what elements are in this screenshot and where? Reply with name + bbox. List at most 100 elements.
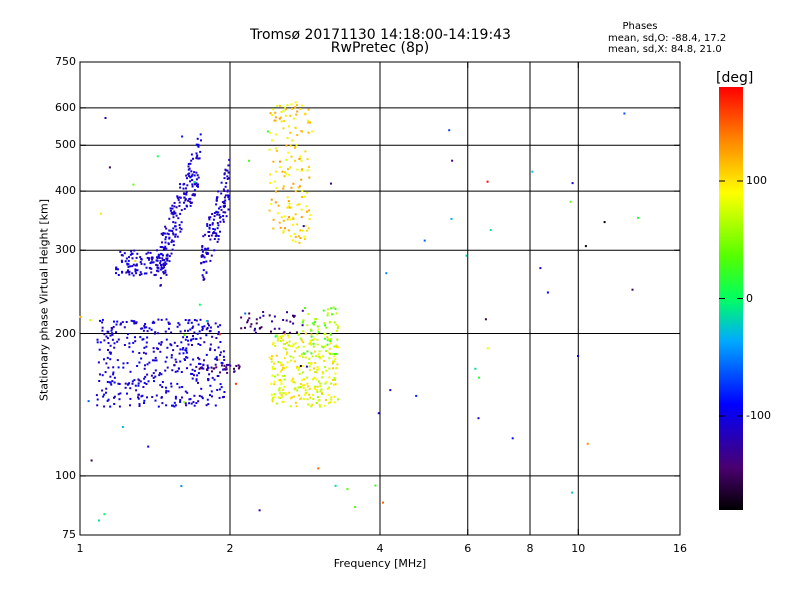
echo-point (129, 253, 132, 256)
echo-point (129, 397, 132, 400)
echo-point (334, 353, 336, 355)
echo-point (113, 346, 116, 349)
echo-point (113, 403, 116, 405)
echo-point (317, 353, 320, 356)
echo-point (178, 205, 181, 207)
echo-point (193, 369, 196, 372)
echo-point (181, 386, 184, 388)
echo-point (134, 264, 137, 267)
echo-point (217, 331, 220, 334)
echo-point (206, 225, 209, 227)
echo-point (299, 108, 302, 110)
echo-point (486, 180, 489, 183)
echo-point (182, 336, 185, 339)
echo-point (244, 326, 246, 329)
echo-point (281, 335, 284, 338)
echo-point (586, 442, 589, 445)
echo-point (289, 397, 292, 400)
echo-point (180, 209, 183, 212)
echo-point (294, 159, 296, 162)
echo-point (204, 233, 207, 236)
echo-point (300, 208, 303, 211)
echo-point (216, 213, 219, 216)
echo-point (190, 321, 193, 324)
echo-point (311, 403, 314, 406)
echo-point (143, 399, 146, 402)
echo-point (217, 211, 220, 214)
echo-point (304, 150, 307, 153)
echo-point (113, 395, 116, 398)
echo-point (293, 117, 295, 120)
echo-point (183, 401, 186, 404)
echo-point (174, 221, 177, 224)
echo-point (106, 381, 109, 383)
echo-point (299, 157, 302, 160)
echo-point (166, 366, 169, 369)
y-tick-label: 600 (55, 100, 76, 114)
echo-point (226, 169, 229, 172)
echo-point (215, 232, 218, 235)
echo-point (155, 263, 158, 266)
echo-point (142, 351, 145, 354)
echo-point (210, 390, 213, 393)
echo-point (210, 234, 213, 237)
echo-point (280, 337, 283, 339)
echo-point (300, 353, 303, 356)
echo-point (185, 174, 188, 177)
x-tick-label: 1 (76, 542, 84, 555)
echo-point (294, 240, 297, 243)
echo-point (203, 325, 206, 328)
echo-point (276, 373, 279, 376)
echo-point (113, 320, 115, 323)
echo-point (227, 177, 230, 180)
x-tick-label: 16 (673, 542, 687, 555)
echo-point (248, 312, 251, 315)
echo-point (172, 216, 175, 219)
echo-point (262, 311, 265, 313)
echo-point (207, 403, 210, 406)
echo-point (301, 321, 304, 324)
echo-point (143, 272, 146, 275)
echo-point (138, 405, 141, 407)
echo-point (318, 355, 321, 358)
echo-point (302, 341, 305, 344)
echo-point (306, 382, 309, 385)
echo-point (134, 270, 137, 273)
echo-point (276, 104, 279, 107)
echo-point (307, 108, 310, 111)
echo-point (90, 459, 93, 462)
echo-point (319, 382, 322, 385)
echo-point (181, 396, 183, 399)
echo-point (315, 389, 318, 391)
echo-point (124, 382, 127, 385)
echo-point (284, 227, 286, 230)
echo-point (174, 225, 176, 228)
echo-point (323, 360, 326, 362)
echo-point (89, 319, 92, 322)
echo-point (124, 386, 127, 389)
echo-point (112, 325, 115, 328)
echo-point (171, 239, 174, 242)
echo-point (474, 367, 477, 370)
echo-point (152, 372, 155, 375)
echo-point (240, 327, 243, 330)
echo-point (100, 212, 102, 215)
echo-point (202, 278, 205, 281)
echo-point (311, 130, 314, 133)
echo-point (123, 252, 126, 255)
echo-point (326, 339, 329, 342)
echo-point (174, 404, 177, 407)
echo-point (310, 335, 313, 338)
echo-point (225, 363, 228, 366)
echo-point (172, 233, 175, 236)
echo-point (199, 337, 202, 340)
echo-point (146, 396, 148, 399)
echo-point (151, 396, 154, 398)
echo-point (160, 266, 163, 269)
x-axis-label: Frequency [MHz] (333, 557, 427, 570)
echo-point (162, 272, 165, 275)
echo-point (211, 213, 214, 215)
echo-point (117, 338, 120, 341)
echo-point (190, 402, 193, 405)
echo-point (140, 357, 143, 360)
